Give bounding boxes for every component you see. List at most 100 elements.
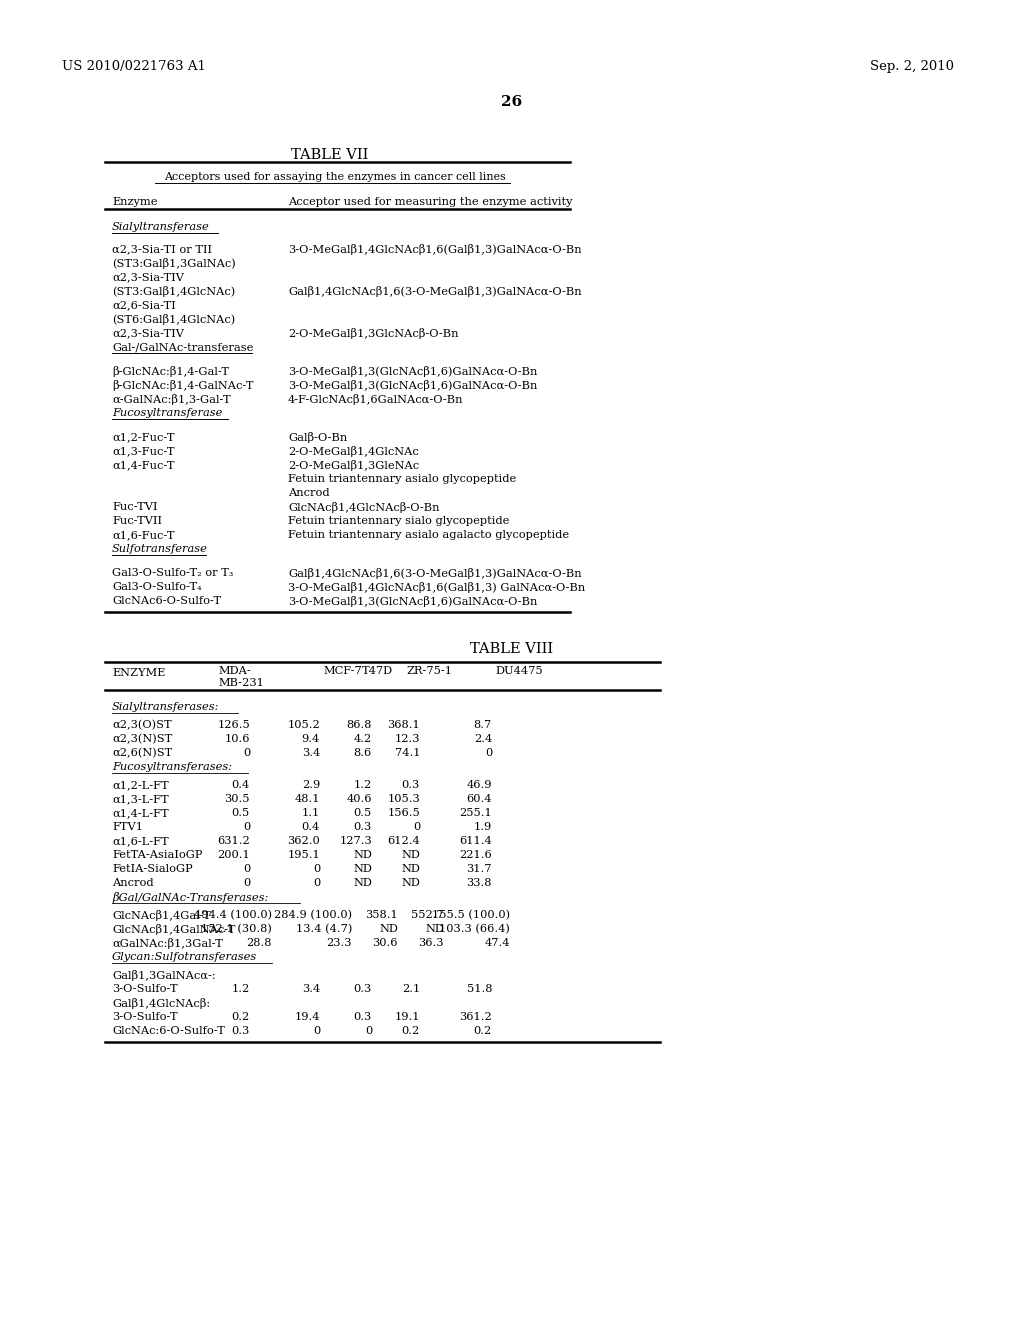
Text: α2,6(N)ST: α2,6(N)ST	[112, 748, 172, 759]
Text: α1,6-Fuc-T: α1,6-Fuc-T	[112, 531, 174, 540]
Text: Fucosyltransferase: Fucosyltransferase	[112, 408, 222, 418]
Text: 2.1: 2.1	[401, 983, 420, 994]
Text: 0: 0	[312, 865, 319, 874]
Text: Fuc-TVI: Fuc-TVI	[112, 502, 158, 512]
Text: ND: ND	[401, 878, 420, 888]
Text: (ST6:Galβ1,4GlcNAc): (ST6:Galβ1,4GlcNAc)	[112, 314, 236, 325]
Text: Galβ1,3GalNAcα-:: Galβ1,3GalNAcα-:	[112, 970, 216, 981]
Text: α2,3(N)ST: α2,3(N)ST	[112, 734, 172, 744]
Text: 3-O-MeGalβ1,4GlcNAcβ1,6(Galβ1,3)GalNAcα-O-Bn: 3-O-MeGalβ1,4GlcNAcβ1,6(Galβ1,3)GalNAcα-…	[288, 244, 582, 255]
Text: α2,6-Sia-TI: α2,6-Sia-TI	[112, 300, 176, 310]
Text: 33.8: 33.8	[467, 878, 492, 888]
Text: 0: 0	[312, 1026, 319, 1036]
Text: 494.4 (100.0): 494.4 (100.0)	[194, 909, 272, 920]
Text: α1,2-Fuc-T: α1,2-Fuc-T	[112, 432, 174, 442]
Text: α2,3-Sia-TIV: α2,3-Sia-TIV	[112, 327, 184, 338]
Text: 358.1: 358.1	[366, 909, 398, 920]
Text: 0: 0	[413, 822, 420, 832]
Text: 0: 0	[243, 878, 250, 888]
Text: ENZYME: ENZYME	[112, 668, 165, 678]
Text: 3-O-MeGalβ1,3(GlcNAcβ1,6)GalNAcα-O-Bn: 3-O-MeGalβ1,3(GlcNAcβ1,6)GalNAcα-O-Bn	[288, 380, 538, 391]
Text: 611.4: 611.4	[459, 836, 492, 846]
Text: (ST3:Galβ1,4GlcNAc): (ST3:Galβ1,4GlcNAc)	[112, 286, 236, 297]
Text: 105.2: 105.2	[288, 719, 319, 730]
Text: GlcNAc6-O-Sulfo-T: GlcNAc6-O-Sulfo-T	[112, 597, 221, 606]
Text: 103.3 (66.4): 103.3 (66.4)	[439, 924, 510, 935]
Text: ND: ND	[425, 924, 444, 935]
Text: 36.3: 36.3	[419, 939, 444, 948]
Text: GlcNAcβ1,4GalNAc-T: GlcNAcβ1,4GalNAc-T	[112, 924, 236, 935]
Text: 0.5: 0.5	[353, 808, 372, 818]
Text: 1.9: 1.9	[474, 822, 492, 832]
Text: 0.2: 0.2	[474, 1026, 492, 1036]
Text: 3-O-MeGalβ1,3(GlcNAcβ1,6)GalNAcα-O-Bn: 3-O-MeGalβ1,3(GlcNAcβ1,6)GalNAcα-O-Bn	[288, 366, 538, 378]
Text: Galβ-O-Bn: Galβ-O-Bn	[288, 432, 347, 444]
Text: FetTA-AsiaIoGP: FetTA-AsiaIoGP	[112, 850, 203, 861]
Text: 127.3: 127.3	[339, 836, 372, 846]
Text: 612.4: 612.4	[387, 836, 420, 846]
Text: Enzyme: Enzyme	[112, 197, 158, 207]
Text: 195.1: 195.1	[288, 850, 319, 861]
Text: MDA-: MDA-	[218, 667, 251, 676]
Text: 74.1: 74.1	[394, 748, 420, 758]
Text: 1.2: 1.2	[231, 983, 250, 994]
Text: Fetuin triantennary asialo agalacto glycopeptide: Fetuin triantennary asialo agalacto glyc…	[288, 531, 569, 540]
Text: 255.1: 255.1	[459, 808, 492, 818]
Text: FetIA-SialoGP: FetIA-SialoGP	[112, 865, 193, 874]
Text: α2,3-Sia-TIV: α2,3-Sia-TIV	[112, 272, 184, 282]
Text: 0: 0	[243, 822, 250, 832]
Text: 0: 0	[484, 748, 492, 758]
Text: 30.6: 30.6	[373, 939, 398, 948]
Text: ND: ND	[401, 865, 420, 874]
Text: 3.4: 3.4	[302, 983, 319, 994]
Text: 2-O-MeGalβ1,4GlcNAc: 2-O-MeGalβ1,4GlcNAc	[288, 446, 419, 457]
Text: 284.9 (100.0): 284.9 (100.0)	[273, 909, 352, 920]
Text: GlcNAcβ1,4Gal-T: GlcNAcβ1,4Gal-T	[112, 909, 211, 921]
Text: 2.9: 2.9	[302, 780, 319, 789]
Text: 9.4: 9.4	[302, 734, 319, 744]
Text: α2,3-Sia-TI or TII: α2,3-Sia-TI or TII	[112, 244, 212, 253]
Text: 3-O-Sulfo-T: 3-O-Sulfo-T	[112, 983, 177, 994]
Text: US 2010/0221763 A1: US 2010/0221763 A1	[62, 59, 206, 73]
Text: 1.2: 1.2	[353, 780, 372, 789]
Text: 105.3: 105.3	[387, 795, 420, 804]
Text: Acceptor used for measuring the enzyme activity: Acceptor used for measuring the enzyme a…	[288, 197, 572, 207]
Text: 0.3: 0.3	[353, 1012, 372, 1022]
Text: Fuc-TVII: Fuc-TVII	[112, 516, 162, 525]
Text: TABLE VII: TABLE VII	[291, 148, 369, 162]
Text: 2-O-MeGalβ1,3GlcNAcβ-O-Bn: 2-O-MeGalβ1,3GlcNAcβ-O-Bn	[288, 327, 459, 339]
Text: β-GlcNAc:β1,4-Gal-T: β-GlcNAc:β1,4-Gal-T	[112, 366, 229, 378]
Text: 3-O-MeGalβ1,4GlcNAcβ1,6(Galβ1,3) GalNAcα-O-Bn: 3-O-MeGalβ1,4GlcNAcβ1,6(Galβ1,3) GalNAcα…	[288, 582, 586, 593]
Text: 46.9: 46.9	[467, 780, 492, 789]
Text: β-GlcNAc:β1,4-GalNAc-T: β-GlcNAc:β1,4-GalNAc-T	[112, 380, 254, 391]
Text: 0.3: 0.3	[231, 1026, 250, 1036]
Text: α1,3-Fuc-T: α1,3-Fuc-T	[112, 446, 174, 455]
Text: 552.7: 552.7	[412, 909, 444, 920]
Text: 31.7: 31.7	[467, 865, 492, 874]
Text: α1,6-L-FT: α1,6-L-FT	[112, 836, 169, 846]
Text: 8.6: 8.6	[353, 748, 372, 758]
Text: Ancrod: Ancrod	[112, 878, 154, 888]
Text: 19.4: 19.4	[295, 1012, 319, 1022]
Text: 23.3: 23.3	[327, 939, 352, 948]
Text: 2-O-MeGalβ1,3GleNAc: 2-O-MeGalβ1,3GleNAc	[288, 459, 419, 471]
Text: 12.3: 12.3	[394, 734, 420, 744]
Text: α-GalNAc:β1,3-Gal-T: α-GalNAc:β1,3-Gal-T	[112, 393, 230, 405]
Text: 0: 0	[312, 878, 319, 888]
Text: FTV1: FTV1	[112, 822, 143, 832]
Text: α1,2-L-FT: α1,2-L-FT	[112, 780, 169, 789]
Text: 4.2: 4.2	[353, 734, 372, 744]
Text: α1,4-L-FT: α1,4-L-FT	[112, 808, 169, 818]
Text: 1.1: 1.1	[302, 808, 319, 818]
Text: 0.2: 0.2	[231, 1012, 250, 1022]
Text: Galβ1,4GlcNAcβ1,6(3-O-MeGalβ1,3)GalNAcα-O-Bn: Galβ1,4GlcNAcβ1,6(3-O-MeGalβ1,3)GalNAcα-…	[288, 568, 582, 579]
Text: ND: ND	[353, 878, 372, 888]
Text: Galβ1,4GlcNAcβ1,6(3-O-MeGalβ1,3)GalNAcα-O-Bn: Galβ1,4GlcNAcβ1,6(3-O-MeGalβ1,3)GalNAcα-…	[288, 286, 582, 297]
Text: 26: 26	[502, 95, 522, 110]
Text: αGalNAc:β1,3Gal-T: αGalNAc:β1,3Gal-T	[112, 939, 223, 949]
Text: 156.5: 156.5	[387, 808, 420, 818]
Text: Sialyltransferase: Sialyltransferase	[112, 222, 210, 232]
Text: 86.8: 86.8	[346, 719, 372, 730]
Text: Sep. 2, 2010: Sep. 2, 2010	[870, 59, 954, 73]
Text: Galβ1,4GlcNAcβ:: Galβ1,4GlcNAcβ:	[112, 998, 210, 1008]
